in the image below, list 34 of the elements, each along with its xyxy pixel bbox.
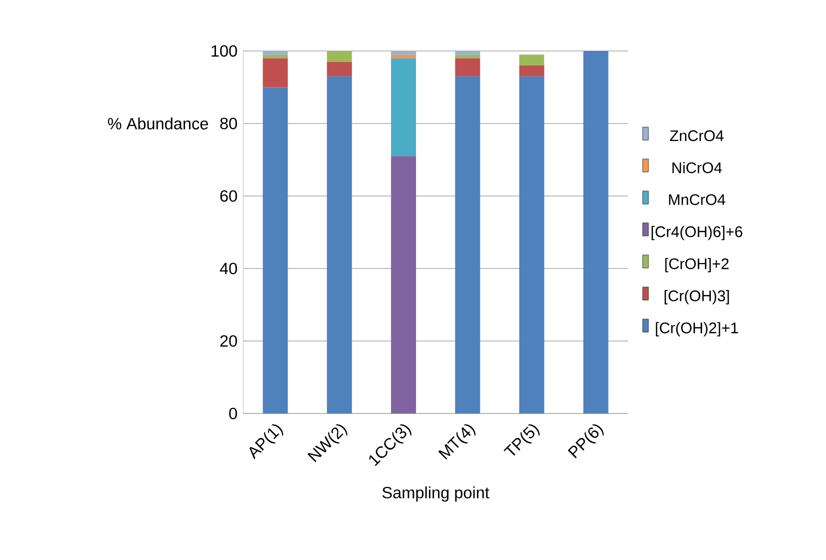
bar (455, 54, 480, 58)
bar (391, 51, 416, 55)
legend-label: [CrOH]+2 (665, 258, 729, 272)
y-tick-label: 20 (220, 335, 237, 347)
y-tick-label: 0 (229, 408, 237, 420)
bar (583, 51, 608, 414)
bar (519, 76, 544, 414)
bar (262, 58, 288, 88)
bar (455, 58, 480, 76)
legend-label: NiCrO4 (672, 162, 722, 174)
bar (262, 54, 288, 58)
bar (326, 76, 352, 414)
bar (455, 76, 480, 414)
legend-label: [Cr(OH)2]+1 (656, 322, 738, 337)
bar (391, 54, 416, 58)
bar (262, 87, 288, 414)
legend-label: ZnCrO4 (670, 130, 724, 142)
legend-label: [Cr(OH)3] (664, 290, 729, 304)
bar (262, 51, 288, 55)
y-tick-label: 80 (220, 118, 237, 130)
y-tick-label: 60 (220, 190, 237, 202)
y-tick-label: 100 (212, 45, 237, 57)
bar (326, 62, 352, 76)
bar (519, 66, 544, 76)
y-tick-label: 40 (220, 262, 237, 274)
bar (455, 51, 480, 55)
legend-label: [Cr4(OH)6]+6 (652, 226, 742, 240)
x-axis-title: Sampling point (382, 486, 490, 502)
bar (519, 54, 544, 66)
bar (391, 58, 416, 156)
y-axis-title: % Abundance (108, 118, 208, 130)
legend-label: MnCrO4 (669, 194, 726, 206)
bar (326, 51, 352, 62)
bar (391, 156, 416, 414)
